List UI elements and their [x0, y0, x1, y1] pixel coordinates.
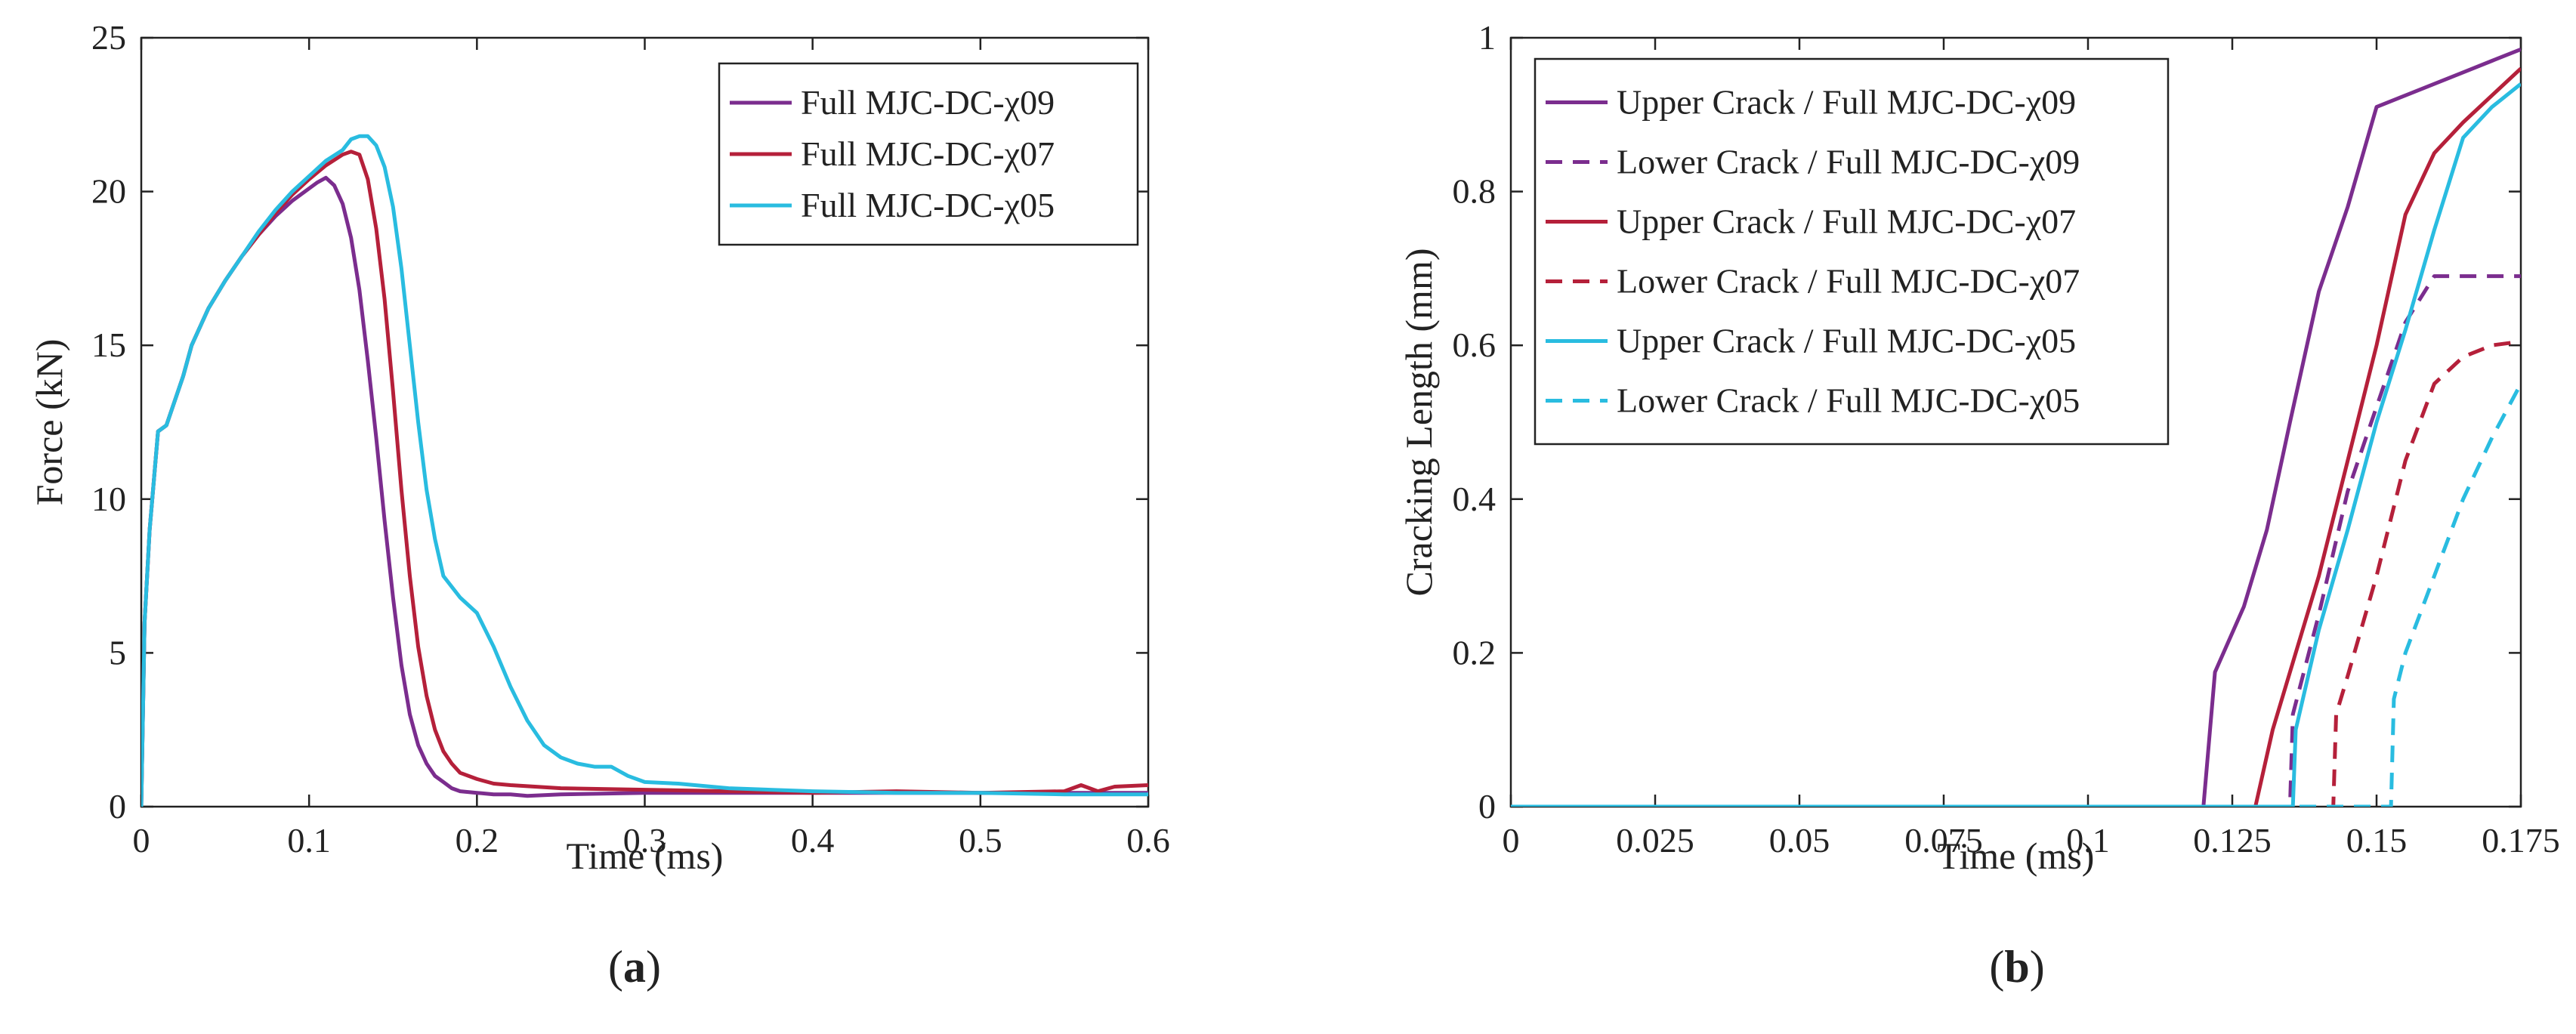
- series-line-2: [141, 134, 1148, 807]
- series-line-0: [1511, 47, 2521, 807]
- x-tick-label: 0.05: [1769, 821, 1830, 860]
- series-line-1: [141, 150, 1148, 807]
- legend: Upper Crack / Full MJC-DC-χ09 Lower Crack…: [1534, 57, 2170, 446]
- y-tick-label: 0.2: [1453, 633, 1496, 671]
- y-tick-label: 5: [109, 633, 126, 671]
- y-tick-label: 1: [1478, 18, 1496, 57]
- x-tick-label: 0: [133, 821, 150, 860]
- legend-entry: Full MJC-DC-χ09: [801, 83, 1055, 122]
- x-tick-label: 0.3: [623, 821, 667, 860]
- series-line-5: [1511, 382, 2521, 807]
- y-tick-label: 0.8: [1453, 172, 1496, 211]
- x-tick-label: 0.4: [791, 821, 835, 860]
- legend-entry: Lower Crack / Full MJC-DC-χ07: [1617, 262, 2080, 301]
- series-line-0: [141, 175, 1148, 807]
- panel-label: (a): [608, 942, 661, 992]
- series-group: [141, 134, 1148, 807]
- legend-entry: Upper Crack / Full MJC-DC-χ05: [1617, 322, 2076, 360]
- y-tick-label: 0: [1478, 787, 1496, 826]
- y-tick-label: 25: [91, 18, 126, 57]
- legend-entry: Lower Crack / Full MJC-DC-χ09: [1617, 143, 2080, 181]
- x-tick-label: 0.1: [287, 821, 331, 860]
- y-tick-label: 15: [91, 326, 126, 364]
- x-tick-label: 0.2: [456, 821, 499, 860]
- y-tick-label: 0.6: [1453, 326, 1496, 364]
- legend-entry: Full MJC-DC-χ05: [801, 186, 1055, 224]
- x-tick-label: 0.5: [959, 821, 1002, 860]
- x-tick-label: 0.6: [1126, 821, 1170, 860]
- y-axis-label: Cracking Length (mm): [1398, 248, 1440, 597]
- y-tick-label: 20: [91, 172, 126, 211]
- chart-panel-0: 0 0.1 0.2 0.3 0.4 0.5 0.6 0 5 10 15 20 25 Time (ms) Fo…: [28, 18, 1170, 992]
- x-tick-label: 0.125: [2193, 821, 2272, 860]
- legend-entry: Upper Crack / Full MJC-DC-χ09: [1617, 83, 2076, 122]
- legend-box: [1534, 57, 2170, 446]
- y-tick-label: 0.4: [1453, 480, 1496, 518]
- series-line-2: [1511, 66, 2521, 807]
- x-tick-label: 0.025: [1616, 821, 1694, 860]
- y-tick-label: 0: [109, 787, 126, 826]
- series-line-4: [1511, 82, 2521, 807]
- x-axis-label: Time (ms): [567, 835, 724, 877]
- legend-entry: Upper Crack / Full MJC-DC-χ07: [1617, 202, 2076, 241]
- y-axis-label: Force (kN): [28, 339, 70, 506]
- series-line-3: [1511, 339, 2521, 807]
- chart-panel-1: 0 0.025 0.05 0.075 0.1 0.125 0.15 0.175 0 0.2 0.4 0…: [1398, 18, 2560, 992]
- series-line-1: [1511, 274, 2521, 807]
- x-tick-label: 0.1: [2066, 821, 2110, 860]
- series-group: [1511, 47, 2521, 807]
- legend: Full MJC-DC-χ09 Full MJC-DC-χ07 Full MJC-D…: [718, 62, 1139, 246]
- panel-label: (b): [1989, 942, 2044, 992]
- x-tick-label: 0.075: [1904, 821, 1983, 860]
- x-tick-label: 0: [1503, 821, 1520, 860]
- x-tick-label: 0.15: [2346, 821, 2408, 860]
- legend-entry: Full MJC-DC-χ07: [801, 134, 1055, 173]
- legend-entry: Lower Crack / Full MJC-DC-χ05: [1617, 381, 2080, 420]
- x-tick-label: 0.175: [2482, 821, 2560, 860]
- x-axis-label: Time (ms): [1938, 835, 2095, 877]
- y-tick-label: 10: [91, 480, 126, 518]
